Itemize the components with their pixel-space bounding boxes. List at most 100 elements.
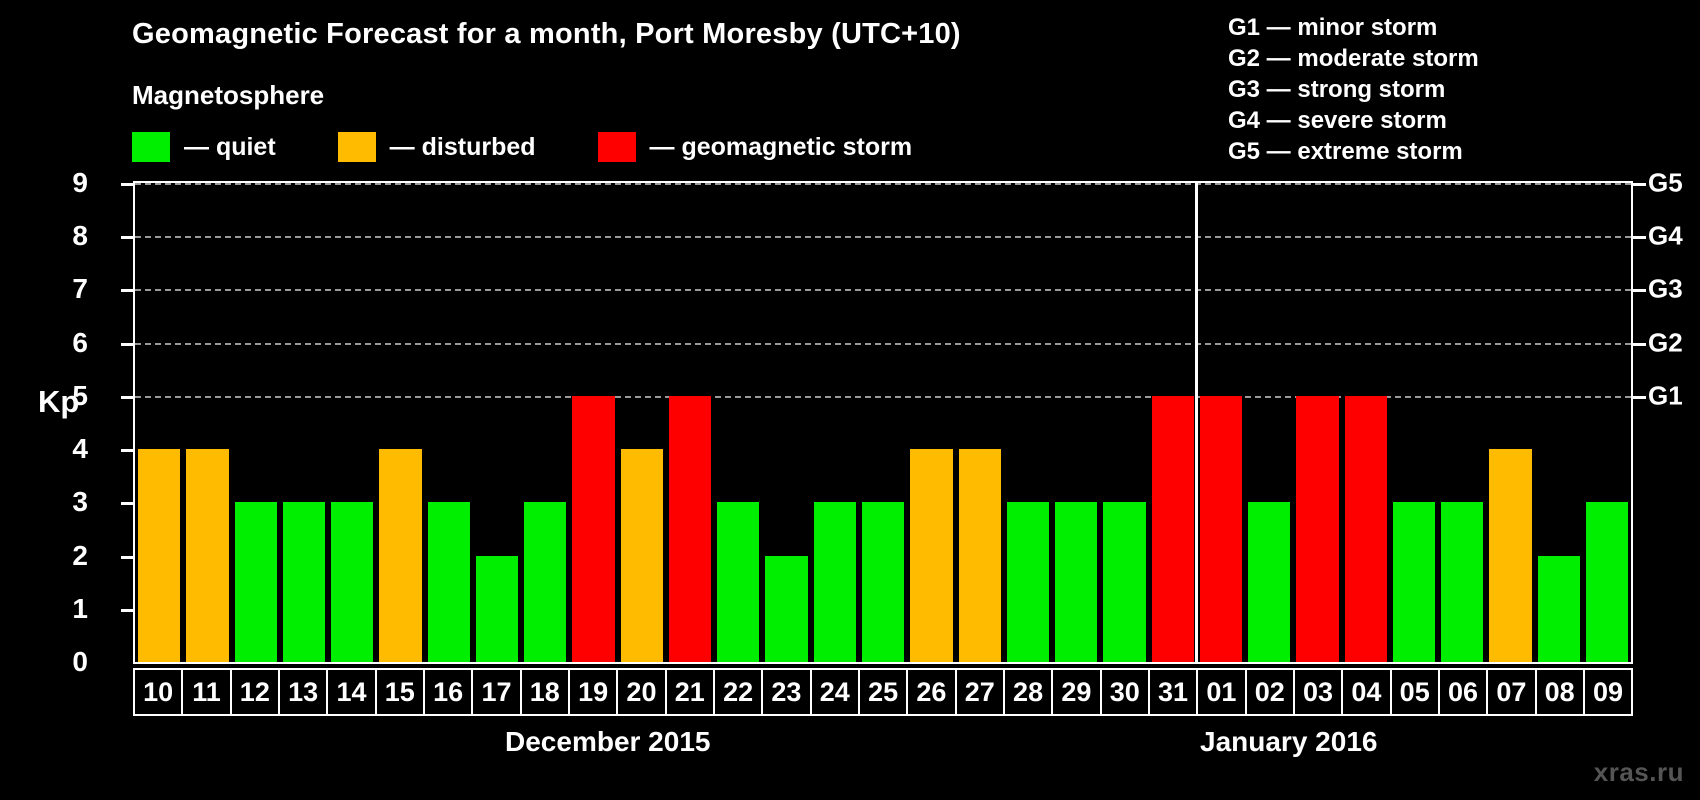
- y-tick-label-8: 8: [72, 220, 88, 252]
- y-tick-label-9: 9: [72, 167, 88, 198]
- magnetosphere-legend: — quiet — disturbed — geomagnetic storm: [132, 130, 912, 164]
- day-label-15-5: 15: [377, 670, 425, 714]
- bar-slot: [1486, 183, 1534, 662]
- gridline-kp-9: [135, 183, 1631, 185]
- bar-day-22: [717, 502, 760, 662]
- day-label-12-2: 12: [232, 670, 280, 714]
- bar-slot: [811, 183, 859, 662]
- x-axis-day-labels: 10 11 12 13 14 15 16 17 18 19 20 21 22 23 24 25 26 27 28 29…: [133, 668, 1633, 716]
- plot-area: [135, 183, 1631, 662]
- bar-slot: [521, 183, 569, 662]
- page-title: Geomagnetic Forecast for a month, Port M…: [132, 18, 961, 50]
- bar-day-29: [1055, 502, 1098, 662]
- bar-slot: [183, 183, 231, 662]
- day-label-11-1: 11: [183, 670, 232, 714]
- g-tick-mark-g2: [1633, 342, 1646, 346]
- bar-day-10: [138, 449, 181, 662]
- g-tick-mark-g3: [1633, 289, 1646, 293]
- bar-slot: [376, 183, 424, 662]
- day-label-04-25: 04: [1343, 670, 1392, 714]
- y-tick-label-5: 5: [72, 379, 88, 411]
- bar-slot: [1342, 183, 1390, 662]
- bar-slot: [1583, 183, 1631, 662]
- day-label-07-28: 07: [1488, 670, 1537, 714]
- bar-day-28: [1006, 502, 1050, 662]
- bar-day-08: [1537, 555, 1580, 662]
- bar-day-20: [620, 449, 663, 662]
- bar-day-24: [813, 502, 856, 662]
- gridline-kp-7: [135, 289, 1631, 292]
- bar-day-19: [572, 395, 615, 662]
- day-label-01-22: 01: [1198, 670, 1247, 714]
- plot-frame: [133, 181, 1633, 664]
- bar-day-30: [1103, 502, 1146, 662]
- bar-day-09: [1585, 502, 1629, 662]
- bar-slot: [1100, 183, 1148, 662]
- bar-day-06: [1441, 502, 1484, 662]
- bar-slot: [328, 183, 376, 662]
- bar-day-04: [1344, 395, 1387, 662]
- g-tick-label-g2: G2: [1648, 327, 1683, 358]
- bar-series: [135, 183, 1631, 662]
- day-label-25-15: 25: [860, 670, 909, 714]
- bar-slot: [762, 183, 810, 662]
- y-tick-mark-8: [121, 236, 134, 240]
- gscale-legend-row-g5: G5 — extreme storm: [1228, 138, 1463, 165]
- g-tick-mark-g4: [1633, 236, 1646, 240]
- y-tick-label-6: 6: [72, 326, 88, 358]
- legend-label-storm: — geomagnetic storm: [649, 132, 913, 161]
- y-tick-mark-9: [121, 183, 134, 186]
- day-label-17-7: 17: [473, 670, 522, 714]
- bar-slot: [1052, 183, 1100, 662]
- bar-day-13: [282, 502, 326, 662]
- legend-label-disturbed: — disturbed: [389, 132, 536, 161]
- day-label-03-24: 03: [1295, 670, 1344, 714]
- legend-entry-quiet: — quiet: [132, 132, 276, 162]
- day-label-29-19: 29: [1053, 670, 1102, 714]
- gscale-legend: G1 — minor storm G2 — moderate storm G3 — …: [1228, 12, 1479, 167]
- y-tick-mark-5: [121, 395, 134, 399]
- bar-day-07: [1489, 449, 1532, 662]
- bar-day-23: [765, 555, 808, 662]
- bar-day-25: [861, 502, 905, 662]
- g-tick-label-g3: G3: [1648, 273, 1683, 304]
- bar-slot: [618, 183, 666, 662]
- day-label-14-4: 14: [328, 670, 377, 714]
- day-label-20-10: 20: [618, 670, 667, 714]
- bar-day-26: [910, 449, 953, 662]
- bar-day-01: [1199, 395, 1243, 662]
- day-label-21-11: 21: [667, 670, 715, 714]
- g-tick-mark-g5: [1633, 183, 1646, 186]
- bar-day-18: [524, 502, 567, 662]
- watermark: xras.ru: [1593, 757, 1684, 787]
- bar-slot: [1390, 183, 1438, 662]
- bar-slot: [280, 183, 328, 662]
- gscale-legend-row-g2: G2 — moderate storm: [1228, 45, 1479, 72]
- gridline-kp-5: [135, 395, 1631, 398]
- gscale-legend-row-g1: G1 — minor storm: [1228, 14, 1438, 41]
- day-label-26-16: 26: [908, 670, 957, 714]
- bar-day-03: [1296, 395, 1339, 662]
- bar-slot: [1293, 183, 1341, 662]
- month-caption-january: January 2016: [1200, 726, 1378, 757]
- y-tick-mark-1: [121, 608, 134, 612]
- day-label-16-6: 16: [425, 670, 474, 714]
- bar-slot: [907, 183, 955, 662]
- bar-day-12: [234, 502, 277, 662]
- day-label-31-21: 31: [1150, 670, 1199, 714]
- g-tick-label-g1: G1: [1648, 380, 1683, 411]
- bar-slot: [135, 183, 183, 662]
- y-tick-mark-3: [121, 502, 134, 506]
- day-label-18-8: 18: [522, 670, 570, 714]
- y-tick-mark-2: [121, 555, 134, 559]
- y-tick-label-7: 7: [72, 273, 88, 305]
- day-label-09-30: 09: [1592, 676, 1624, 707]
- day-label-06-27: 06: [1440, 670, 1489, 714]
- bar-slot: [1438, 183, 1486, 662]
- bar-day-31: [1151, 395, 1194, 662]
- day-label-02-23: 02: [1247, 670, 1295, 714]
- magnetosphere-heading: Magnetosphere: [132, 80, 325, 110]
- day-label-23-13: 23: [763, 670, 812, 714]
- day-label-28-18: 28: [1005, 670, 1054, 714]
- g-tick-label-g4: G4: [1648, 220, 1683, 251]
